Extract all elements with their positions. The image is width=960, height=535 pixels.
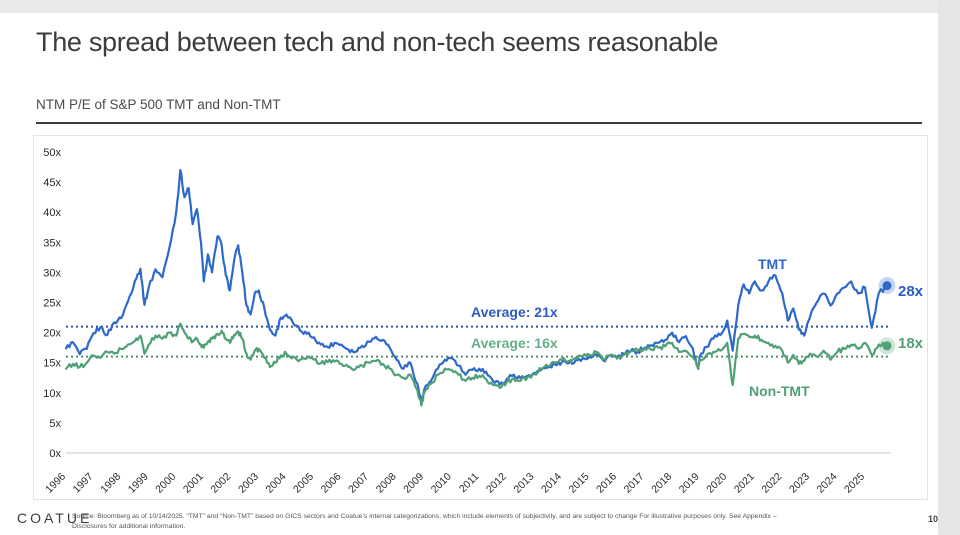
nontmt-end-value: 18x: [898, 335, 924, 352]
x-tick-label: 2022: [759, 471, 784, 496]
viewer-top-edge: [0, 0, 960, 13]
x-tick-label: 2010: [429, 471, 454, 496]
x-tick-label: 2020: [704, 471, 729, 496]
y-tick-label: 5x: [49, 418, 61, 430]
slide: The spread between tech and non-tech see…: [0, 0, 938, 535]
y-tick-label: 0x: [49, 448, 61, 460]
x-tick-label: 2018: [649, 471, 674, 496]
tmt-endpoint-dot: [882, 281, 892, 291]
x-tick-label: 2014: [539, 471, 564, 496]
x-tick-label: 2016: [594, 471, 619, 496]
viewer-right-edge: [938, 0, 960, 535]
divider-line: [36, 122, 922, 124]
y-tick-label: 40x: [43, 207, 61, 219]
x-tick-label: 2015: [567, 471, 592, 496]
tmt-line: [64, 169, 889, 404]
chart-panel: 0x 5x 10x 15x 20x 25x 30x 35x 40x 45x 50x 1996 1997 1…: [33, 135, 928, 500]
x-tick-label: 2025: [842, 471, 867, 496]
source-note-line1: Source: Bloomberg as of 10/14/2025. “TMT…: [72, 513, 777, 520]
y-tick-label: 30x: [43, 267, 61, 279]
x-tick-label: 1998: [98, 471, 123, 496]
x-tick-label: 2001: [181, 471, 206, 496]
tmt-average-label: Average: 21x: [471, 304, 558, 320]
source-note-line2: Disclosures for additional information.: [72, 522, 186, 530]
x-tick-label: 2013: [511, 471, 536, 496]
x-tick-label: 2009: [401, 471, 426, 496]
slide-title: The spread between tech and non-tech see…: [36, 27, 719, 57]
x-tick-label: 2005: [291, 471, 316, 496]
coatue-logo: COATUE: [17, 510, 93, 526]
nontmt-average-label: Average: 16x: [471, 335, 558, 351]
x-tick-label: 2021: [732, 471, 757, 496]
x-tick-label: 1999: [126, 471, 151, 496]
y-tick-label: 35x: [43, 237, 61, 249]
x-tick-label: 2011: [457, 471, 482, 496]
x-tick-label: 2000: [153, 471, 178, 496]
x-tick-label: 2019: [677, 471, 702, 496]
page-number: 10: [928, 514, 939, 524]
tmt-series-label: TMT: [758, 256, 787, 272]
y-tick-label: 10x: [43, 388, 61, 400]
nontmt-series-label: Non-TMT: [749, 383, 810, 399]
x-tick-label: 2007: [346, 471, 371, 496]
x-tick-label: 2008: [374, 471, 399, 496]
y-tick-label: 45x: [43, 177, 61, 189]
y-tick-label: 25x: [43, 298, 61, 310]
x-tick-label: 2003: [236, 471, 261, 496]
x-tick-label: 1997: [71, 471, 96, 496]
tmt-end-value: 28x: [898, 283, 924, 300]
y-tick-label: 20x: [43, 328, 61, 340]
x-tick-label: 2017: [622, 471, 647, 496]
x-tick-label: 2024: [815, 471, 840, 496]
x-tick-label: 2002: [208, 471, 233, 496]
nontmt-endpoint-dot: [882, 341, 892, 351]
nontmt-line: [64, 322, 889, 407]
source-note: Source: Bloomberg as of 10/14/2025. “TMT…: [72, 512, 862, 532]
y-tick-label: 15x: [43, 358, 61, 370]
x-tick-label: 2023: [787, 471, 812, 496]
x-tick-label: 2006: [319, 471, 344, 496]
x-tick-label: 2012: [484, 471, 509, 496]
x-tick-label: 2004: [264, 471, 289, 496]
chart-subtitle: NTM P/E of S&P 500 TMT and Non-TMT: [36, 97, 281, 112]
y-tick-label: 50x: [43, 147, 61, 159]
x-tick-label: 1996: [43, 471, 68, 496]
